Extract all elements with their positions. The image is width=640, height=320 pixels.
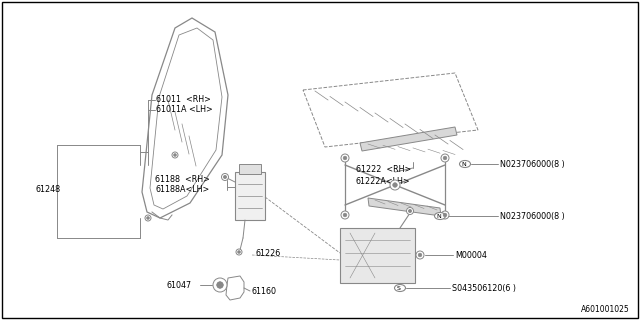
Polygon shape: [360, 127, 457, 151]
Ellipse shape: [460, 161, 470, 167]
Circle shape: [408, 209, 412, 212]
Circle shape: [145, 215, 151, 221]
Circle shape: [406, 207, 413, 214]
Circle shape: [418, 253, 422, 257]
Text: S043506120(6 ): S043506120(6 ): [452, 284, 516, 292]
Text: N023706000(8 ): N023706000(8 ): [500, 212, 564, 220]
Bar: [239, 164, 261, 174]
Text: 61188A<LH>: 61188A<LH>: [155, 186, 209, 195]
Circle shape: [147, 217, 149, 219]
Circle shape: [441, 154, 449, 162]
Circle shape: [219, 284, 221, 286]
Circle shape: [393, 183, 397, 187]
Circle shape: [441, 211, 449, 219]
Text: N: N: [461, 162, 467, 166]
Circle shape: [390, 180, 400, 190]
Circle shape: [173, 154, 177, 156]
Text: 61011  <RH>: 61011 <RH>: [156, 95, 211, 105]
Text: M00004: M00004: [455, 251, 487, 260]
Circle shape: [236, 249, 242, 255]
Ellipse shape: [394, 284, 406, 292]
Circle shape: [223, 175, 227, 179]
Circle shape: [172, 152, 178, 158]
Circle shape: [416, 251, 424, 259]
Text: 61188  <RH>: 61188 <RH>: [155, 175, 210, 185]
Circle shape: [341, 154, 349, 162]
Circle shape: [237, 251, 241, 253]
Text: 61011A <LH>: 61011A <LH>: [156, 106, 212, 115]
Polygon shape: [368, 198, 441, 216]
Bar: [235, 172, 265, 220]
Text: 61226: 61226: [255, 249, 280, 258]
Circle shape: [217, 282, 223, 288]
Text: A601001025: A601001025: [581, 305, 630, 314]
Circle shape: [213, 278, 227, 292]
Circle shape: [343, 156, 347, 160]
Text: N: N: [436, 213, 442, 219]
Text: 61222A<LH>: 61222A<LH>: [356, 177, 411, 186]
Bar: [340, 228, 415, 283]
Text: 61248: 61248: [35, 186, 60, 195]
Circle shape: [443, 213, 447, 217]
Circle shape: [343, 213, 347, 217]
Ellipse shape: [435, 212, 445, 220]
Text: S: S: [397, 285, 401, 291]
Text: N023706000(8 ): N023706000(8 ): [500, 159, 564, 169]
Circle shape: [443, 156, 447, 160]
Text: 61160: 61160: [252, 287, 277, 297]
Text: 61047: 61047: [167, 281, 192, 290]
Circle shape: [341, 211, 349, 219]
Circle shape: [221, 173, 228, 180]
Circle shape: [217, 282, 223, 288]
Text: 61222  <RH>: 61222 <RH>: [356, 165, 412, 174]
